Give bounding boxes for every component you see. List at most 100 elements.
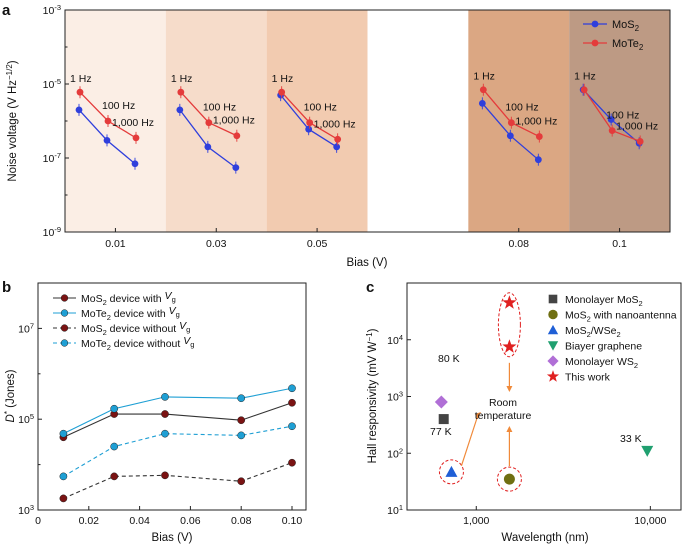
data-point-MoS2: [75, 106, 83, 114]
data-point: [288, 458, 296, 467]
data-point: [288, 422, 296, 431]
legend-marker-square: [548, 294, 558, 304]
panel-letter-a: a: [2, 2, 11, 19]
data-point: [59, 429, 68, 438]
data-point-MoTe2: [580, 86, 588, 94]
annotation-77k: 77 K: [430, 426, 452, 438]
annotation-80k: 80 K: [438, 353, 460, 365]
y-tick-label: 10-5: [43, 77, 61, 91]
arrow-head: [506, 426, 513, 432]
data-point: [237, 477, 246, 486]
panel-a-legend: MoS2 MoTe2: [583, 19, 644, 52]
freq-label-1hz: 1 Hz: [574, 71, 596, 83]
data-point: [110, 442, 119, 451]
data-point-MoS2: [204, 143, 212, 151]
data-point: [161, 393, 169, 401]
arrow-head: [506, 386, 513, 392]
data-point-MoTe2: [636, 138, 644, 145]
freq-label-1000hz: 1,000 Hz: [314, 118, 356, 130]
data-point-MoS2: [131, 160, 139, 168]
data-point: [161, 471, 169, 480]
freq-label-100hz: 100 Hz: [203, 102, 236, 114]
data-point-triangle-down: [641, 445, 654, 457]
annotation-room: Room: [489, 397, 517, 409]
panel-c-xlabel: Wavelength (nm): [501, 532, 588, 544]
data-point-diamond: [434, 395, 448, 409]
y-tick-label: 102: [387, 446, 403, 460]
data-point-MoS2: [333, 143, 341, 151]
legend-label: MoTe2 device with Vg: [81, 305, 180, 322]
data-point-MoTe2: [306, 119, 314, 127]
x-tick-label: 0: [35, 515, 41, 527]
freq-label-1hz: 1 Hz: [70, 73, 92, 85]
legend-marker: [60, 339, 69, 347]
data-point: [59, 472, 68, 481]
legend-label: MoS2/WSe2: [565, 325, 621, 339]
data-point-triangle: [445, 465, 458, 477]
freq-label-100hz: 100 Hz: [102, 100, 135, 112]
series-line: [63, 462, 293, 499]
series-line: [63, 425, 293, 477]
mos2-wse2-highlight: [438, 459, 464, 485]
data-point-MoTe2: [278, 88, 286, 96]
freq-label-1000hz: 1,000 Hz: [515, 116, 557, 128]
x-tick-label: 0.08: [509, 238, 530, 250]
this-work-highlight: [497, 292, 521, 358]
data-point-MoTe2: [177, 88, 185, 96]
series-line: [63, 387, 293, 435]
x-tick-label: 0.04: [129, 515, 150, 527]
y-tick-label: 10-3: [43, 3, 61, 17]
data-point-MoTe2: [104, 117, 112, 125]
freq-label-100hz: 100 Hz: [505, 102, 538, 114]
bias-group-background: [65, 10, 166, 232]
data-point-star: [502, 339, 517, 353]
data-point-MoTe2: [334, 135, 342, 143]
legend-label: This work: [565, 372, 611, 384]
data-point: [288, 384, 296, 393]
legend-label: Monolayer WS2: [565, 356, 638, 370]
legend-marker-diamond: [547, 355, 559, 367]
x-tick-label: 1,000: [463, 515, 489, 527]
x-tick-label: 0.01: [105, 238, 126, 250]
legend-label-mote2: MoTe2: [612, 38, 644, 52]
panel-a-chart: 10-3 10-5 10-7 10-9 0.01 0.03 0.05 0.08 0.1 1 H…: [5, 3, 671, 269]
x-tick-label: 0.05: [307, 238, 328, 250]
panel-letter-c: c: [366, 279, 374, 296]
y-tick-label: 10-7: [43, 151, 61, 165]
legend-marker-circle: [548, 309, 558, 320]
data-point: [110, 472, 119, 481]
data-point-circle: [503, 473, 515, 485]
x-tick-label: 0.06: [180, 515, 201, 527]
legend-marker: [60, 309, 69, 317]
bias-group-background: [165, 10, 267, 232]
legend-label: MoTe2 device without Vg: [81, 335, 194, 352]
freq-label-1000hz: 1,000 Hz: [213, 115, 255, 127]
data-point-MoTe2: [233, 132, 241, 140]
panel-letter-b: b: [2, 279, 11, 296]
data-point-MoS2: [607, 116, 615, 123]
panel-a-xlabel: Bias (V): [347, 257, 388, 269]
legend-label: MoS2 with nanoantenna: [565, 310, 677, 324]
data-point: [59, 494, 68, 503]
y-tick-label: 105: [18, 412, 34, 426]
data-point-MoS2: [103, 136, 111, 144]
freq-label-1hz: 1 Hz: [171, 73, 193, 85]
legend-marker: [60, 294, 69, 302]
data-point-MoTe2: [608, 127, 616, 135]
panel-c-ylabel: Hall responsivity (mV W−1): [365, 328, 379, 463]
freq-label-1hz: 1 Hz: [473, 71, 495, 83]
data-point-MoTe2: [507, 119, 515, 127]
x-tick-label: 0.02: [79, 515, 100, 527]
data-point: [110, 404, 119, 413]
panel-b-chart: 103 105 107 0 0.02 0.04 0.06 0.08 0.10 MoS2 dev…: [3, 282, 307, 544]
legend-marker-star: [546, 370, 560, 382]
bias-group-background: [367, 10, 469, 232]
legend-label: Monolayer MoS2: [565, 294, 643, 308]
data-point-MoTe2: [76, 88, 84, 96]
y-tick-label: 107: [18, 321, 34, 335]
legend-marker-triangle: [547, 324, 559, 335]
data-point: [237, 416, 246, 425]
panel-b-ylabel: D* (Jones): [3, 369, 17, 422]
y-tick-label: 103: [18, 503, 34, 517]
